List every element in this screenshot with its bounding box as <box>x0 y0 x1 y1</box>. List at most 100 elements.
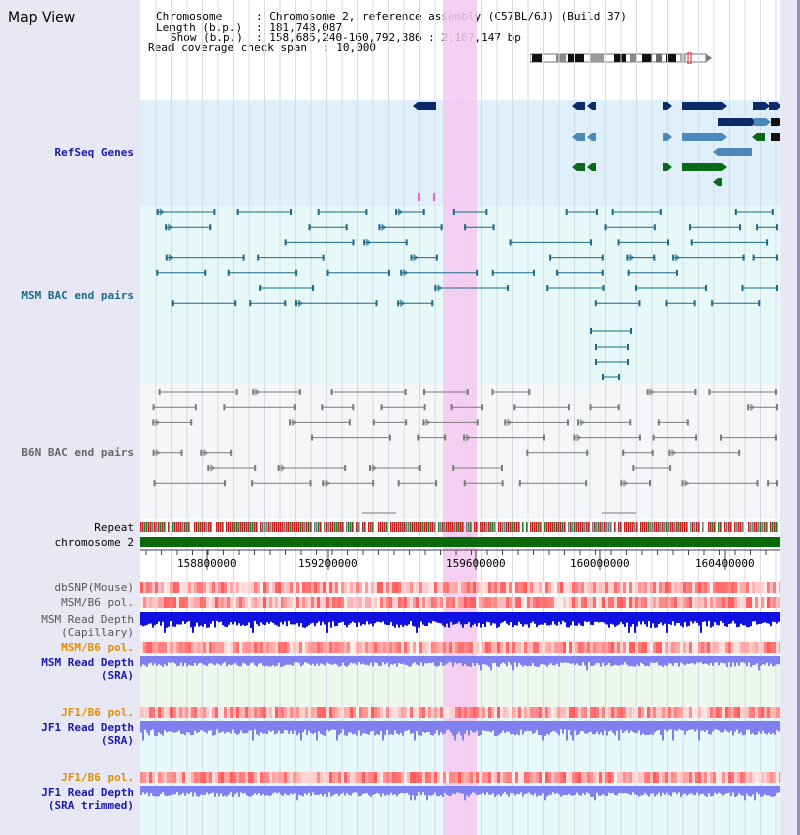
msm-b6-pol-cell <box>599 642 602 653</box>
track-label-jf1-b6-pol-1[interactable]: JF1/B6 pol. <box>61 706 134 719</box>
msm-b6-pol-cell <box>359 597 362 608</box>
track-label-jf1-b6-pol-2[interactable]: JF1/B6 pol. <box>61 771 134 784</box>
jf1-b6-pol-cell <box>374 707 377 718</box>
dbsnp-cell <box>488 582 491 593</box>
jf1-trimmed-depth-bar <box>416 786 418 796</box>
msm-capillary-depth-bar <box>754 612 756 622</box>
track-label-refseq[interactable]: RefSeq Genes <box>54 146 134 159</box>
msm-sra-depth-bar <box>250 656 252 664</box>
msm-bac-pair-end <box>705 285 708 291</box>
gene-arrow <box>779 118 780 126</box>
msm-sra-depth-bar <box>366 656 368 665</box>
repeat-element <box>546 522 548 532</box>
repeat-element <box>720 522 722 532</box>
jf1-trimmed-depth-bar <box>646 786 648 795</box>
jf1-b6-pol-cell <box>482 772 485 783</box>
track-label-msm-bac[interactable]: MSM BAC end pairs <box>21 289 134 302</box>
track-label-jf1-depth-sra-line2[interactable]: (SRA) <box>100 734 134 747</box>
b6n-bac-pair-end <box>423 404 426 411</box>
repeat-element <box>256 522 258 532</box>
msm-b6-pol-cell <box>197 642 200 653</box>
jf1-b6-pol-cell <box>158 772 161 783</box>
jf1-b6-pol-cell <box>464 772 467 783</box>
track-label-b6n-bac[interactable]: B6N BAC end pairs <box>21 446 134 459</box>
jf1-b6-pol-cell <box>242 707 245 718</box>
msm-sra-depth-bar <box>446 656 448 664</box>
msm-bac-pair-end <box>630 328 632 334</box>
dbsnp-cell <box>770 582 773 593</box>
msm-b6-pol-cell <box>344 642 347 653</box>
jf1-b6-pol-cell <box>509 772 512 783</box>
track-label-msm-depth-sra-line1[interactable]: MSM Read Depth <box>41 656 134 669</box>
chromosome-ideogram[interactable] <box>530 52 712 64</box>
jf1-trimmed-depth-bar <box>588 786 590 794</box>
msm-b6-pol-cell <box>695 642 698 653</box>
repeat-element <box>774 522 776 532</box>
msm-b6-pol-cell <box>485 642 488 653</box>
jf1-sra-depth-bar <box>618 721 620 741</box>
msm-capillary-depth-bar <box>540 612 542 625</box>
repeat-element <box>646 522 648 532</box>
msm-b6-pol-cell <box>473 642 476 653</box>
b6n-bac-pair-end <box>423 389 426 395</box>
msm-b6-pol-cell <box>668 642 671 653</box>
repeat-element <box>280 522 282 532</box>
msm-sra-depth-bar <box>522 656 524 667</box>
jf1-sra-depth-bar <box>770 721 772 735</box>
msm-capillary-depth-bar <box>270 612 272 622</box>
msm-sra-depth-bar <box>682 656 684 664</box>
refseq-gene <box>718 118 752 126</box>
msm-bac-pair-end <box>242 254 245 261</box>
msm-capillary-depth-bar <box>234 612 236 622</box>
dbsnp-cell <box>548 582 551 593</box>
jf1-trimmed-depth-bar <box>602 786 604 795</box>
jf1-trimmed-depth-bar <box>630 786 632 795</box>
jf1-b6-pol-cell <box>704 707 707 718</box>
repeat-element <box>238 522 240 532</box>
b6n-bac-pair-end <box>681 480 684 487</box>
msm-capillary-depth-bar <box>164 612 166 633</box>
msm-sra-depth-bar <box>322 656 324 665</box>
msm-b6-pol-cell <box>674 642 677 653</box>
track-label-jf1-depth-sra-line1[interactable]: JF1 Read Depth <box>41 721 134 734</box>
jf1-b6-pol-cell <box>728 707 731 718</box>
repeat-element <box>276 522 278 532</box>
track-label-jf1-depth-trim-line1[interactable]: JF1 Read Depth <box>41 786 134 799</box>
msm-capillary-depth-bar <box>514 612 516 626</box>
msm-b6-pol-cell <box>365 642 368 653</box>
dbsnp-cell <box>464 582 467 593</box>
genome-track-canvas[interactable]: 158800000 159200000 159600000 160000000 1604… <box>140 0 780 835</box>
msm-sra-depth-bar <box>460 656 462 664</box>
msm-b6-pol-cell <box>575 597 578 608</box>
track-label-msm-b6-pol-2[interactable]: MSM/B6 pol. <box>61 641 134 654</box>
jf1-trimmed-depth-bar <box>380 786 382 797</box>
track-label-jf1-depth-trim-line2[interactable]: (SRA trimmed) <box>47 799 134 812</box>
repeat-element <box>632 522 634 532</box>
jf1-b6-pol-cell <box>425 707 428 718</box>
msm-sra-depth-bar <box>554 656 556 666</box>
dbsnp-cell <box>179 582 182 593</box>
jf1-b6-pol-cell <box>551 707 554 718</box>
msm-sra-depth-bar <box>546 656 548 667</box>
jf1-trimmed-depth-bar <box>498 786 500 795</box>
refseq-gene <box>577 133 585 141</box>
jf1-sra-depth-bar <box>710 721 712 735</box>
jf1-trimmed-depth-bar <box>618 786 620 794</box>
b6n-bac-pair-end <box>463 480 466 487</box>
msm-bac-pair-end <box>491 269 494 276</box>
jf1-b6-pol-cell <box>383 707 386 718</box>
msm-capillary-depth-bar <box>212 612 214 622</box>
jf1-b6-pol-cell <box>296 707 299 718</box>
axis-tick-label: 159200000 <box>298 557 358 570</box>
track-label-msm-depth-sra-line2[interactable]: (SRA) <box>100 669 134 682</box>
dbsnp-cell <box>308 582 311 593</box>
msm-bac-pair-end <box>589 239 592 246</box>
b6n-bac-pair-arrow <box>507 418 513 427</box>
msm-capillary-depth-bar <box>768 612 770 624</box>
msm-b6-pol-cell <box>398 597 401 608</box>
repeat-element <box>340 522 342 532</box>
msm-b6-pol-cell <box>518 642 521 653</box>
jf1-b6-pol-cell <box>410 707 413 718</box>
msm-bac-pair-end <box>690 239 693 246</box>
jf1-sra-depth-bar <box>470 721 472 731</box>
